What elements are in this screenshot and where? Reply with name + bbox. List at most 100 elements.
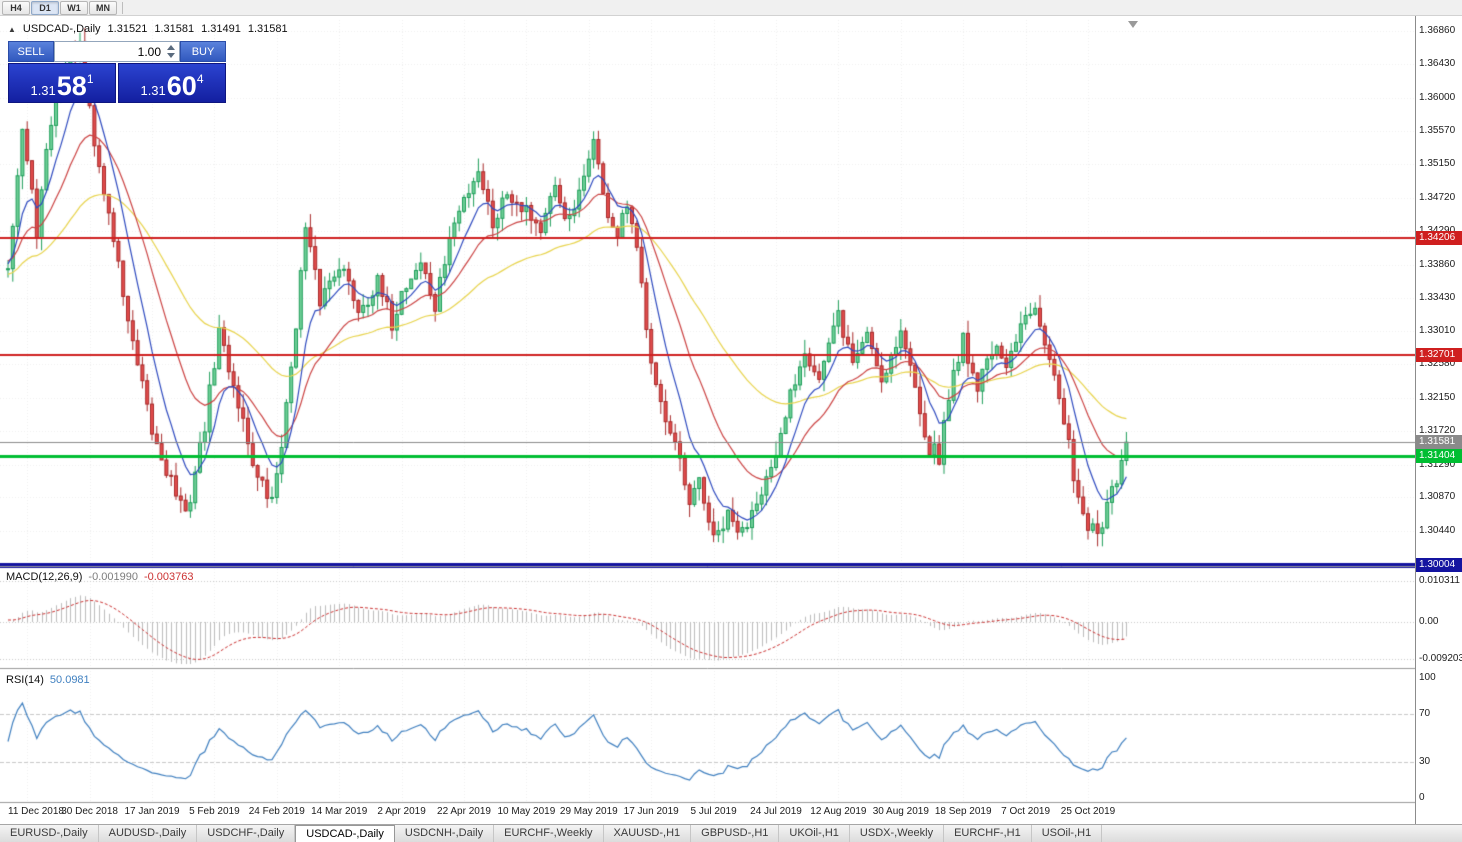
trade-widget-controls: SELL 1.00 BUY [8,41,226,62]
tab-eurchf-h1[interactable]: EURCHF-,H1 [944,825,1032,842]
macd-label: MACD(12,26,9) [6,571,83,583]
price-tick: 1.36860 [1419,24,1456,36]
ask-pip-digit: 4 [196,72,204,86]
macd-panel-title: MACD(12,26,9) -0.001990 -0.003763 [6,571,194,583]
macd-value-signal: -0.003763 [143,571,194,583]
price-tick: 1.36430 [1419,58,1456,70]
price-tick: 1.31720 [1419,425,1456,437]
date-label: 25 Oct 2019 [1060,806,1116,817]
date-label: 5 Jul 2019 [690,806,737,817]
date-label: 17 Jun 2019 [623,806,679,817]
bid-pip-digit: 1 [86,72,94,86]
rsi-value: 50.0981 [49,674,90,686]
tab-gbpusd-h1[interactable]: GBPUSD-,H1 [691,825,780,842]
price-label-current-bid: 1.31581 [1416,435,1462,450]
chart-shift-marker-icon[interactable] [1128,21,1138,28]
tab-ukoil-h1[interactable]: UKOil-,H1 [779,825,850,842]
date-axis[interactable]: 11 Dec 2018 30 Dec 2018 17 Jan 2019 5 Feb 2… [0,804,1415,822]
bid-big-digits: 58 [56,71,87,102]
date-label: 7 Oct 2019 [1001,806,1051,817]
bid-prefix: 1.31 [30,83,56,99]
chart-ohlc-header: ▲ USDCAD-,Daily 1.31521 1.31581 1.31491 … [8,23,288,35]
rsi-panel-title: RSI(14) 50.0981 [6,674,90,686]
price-tick: 1.31290 [1419,458,1456,470]
macd-axis-tick: 0.010311 [1419,574,1460,586]
timeframe-h4-button[interactable]: H4 [2,0,30,15]
ask-big-digits: 60 [166,71,197,102]
date-label: 17 Jan 2019 [124,806,180,817]
rsi-axis-tick: 0 [1419,792,1425,803]
bid-price-display[interactable]: 1.31 58 1 [8,63,116,103]
spinner-up-icon[interactable] [166,45,175,50]
candlestick-chart-canvas[interactable] [0,16,1415,824]
ohlc-open: 1.31521 [107,23,148,35]
date-label: 18 Sep 2019 [934,806,992,817]
toolbar-separator [122,1,123,14]
ohlc-high: 1.31581 [154,23,195,35]
date-label: 30 Dec 2018 [61,806,118,817]
timeframe-mn-button[interactable]: MN [89,0,117,15]
ask-price-display[interactable]: 1.31 60 4 [118,63,226,103]
price-tick: 1.30870 [1419,491,1456,503]
volume-value[interactable]: 1.00 [137,44,161,59]
spinner-down-icon[interactable] [166,53,175,58]
price-tick: 1.34290 [1419,225,1455,236]
one-click-trading-widget: SELL 1.00 BUY 1.31 58 1 1.31 60 4 [8,41,226,103]
price-tick: 1.36000 [1419,91,1456,103]
macd-value-main: -0.001990 [88,571,138,583]
tab-eurchf-weekly[interactable]: EURCHF-,Weekly [494,825,604,842]
chart-tabs-bar: EURUSD-,Daily AUDUSD-,Daily USDCHF-,Daily U… [0,824,1462,842]
ask-prefix: 1.31 [140,83,166,99]
chart-symbol-label: USDCAD-,Daily [22,23,101,35]
volume-field[interactable]: 1.00 [54,41,180,62]
price-label-support-green: 1.31404 [1416,448,1462,463]
ohlc-close: 1.31581 [247,23,288,35]
date-label: 5 Feb 2019 [189,806,240,817]
price-tick: 1.32580 [1419,358,1456,370]
tab-xauusd-h1[interactable]: XAUUSD-,H1 [604,825,692,842]
buy-button[interactable]: BUY [180,41,226,62]
date-label: 10 May 2019 [497,806,556,817]
timeframe-toolbar: H4 D1 W1 MN [0,0,1462,16]
tab-audusd-daily[interactable]: AUDUSD-,Daily [99,825,198,842]
tab-usdchf-daily[interactable]: USDCHF-,Daily [197,825,296,842]
rsi-label: RSI(14) [6,674,44,686]
price-axis[interactable]: 1.36860 1.36430 1.36000 1.35570 1.35150 1.347… [1415,16,1462,824]
tab-usdx-weekly[interactable]: USDX-,Weekly [850,825,945,842]
chart-area: ▲ USDCAD-,Daily 1.31521 1.31581 1.31491 … [0,16,1415,824]
date-label: 24 Feb 2019 [248,806,305,817]
rsi-axis-tick: 100 [1419,672,1436,683]
date-label: 22 Apr 2019 [437,806,491,817]
date-label: 24 Jul 2019 [750,806,802,817]
price-tick: 1.33860 [1419,258,1456,270]
timeframe-d1-button[interactable]: D1 [31,0,59,15]
symbol-marker-icon: ▲ [8,24,16,34]
price-label-resistance-upper-red: 1.34206 [1416,230,1462,245]
price-tick: 1.32150 [1419,391,1456,403]
tab-eurusd-daily[interactable]: EURUSD-,Daily [0,825,99,842]
trade-widget-prices: 1.31 58 1 1.31 60 4 [8,63,226,103]
price-tick: 1.33010 [1419,324,1456,336]
sell-button[interactable]: SELL [8,41,54,62]
price-tick: 1.35150 [1419,158,1456,170]
date-label: 30 Aug 2019 [872,806,929,817]
date-label: 14 Mar 2019 [311,806,368,817]
price-label-support-blue: 1.30004 [1416,557,1462,572]
price-tick: 1.34720 [1419,191,1456,203]
macd-axis-tick: -0.009203 [1419,652,1462,664]
volume-spinner[interactable] [164,44,177,59]
rsi-axis-tick: 30 [1419,756,1431,767]
date-label: 11 Dec 2018 [8,806,64,817]
date-label: 2 Apr 2019 [377,806,426,817]
price-tick: 1.33430 [1419,292,1456,304]
ohlc-low: 1.31491 [201,23,241,35]
macd-axis-tick: 0.00 [1419,616,1439,627]
tab-usdcad-daily[interactable]: USDCAD-,Daily [295,825,395,842]
tab-usdcnh-daily[interactable]: USDCNH-,Daily [395,825,495,842]
timeframe-w1-button[interactable]: W1 [60,0,88,15]
tab-usoil-h1[interactable]: USOil-,H1 [1032,825,1103,842]
date-label: 12 Aug 2019 [810,806,867,817]
price-tick: 1.30440 [1419,524,1456,536]
price-tick: 1.35570 [1419,125,1456,137]
rsi-axis-tick: 70 [1419,708,1431,719]
